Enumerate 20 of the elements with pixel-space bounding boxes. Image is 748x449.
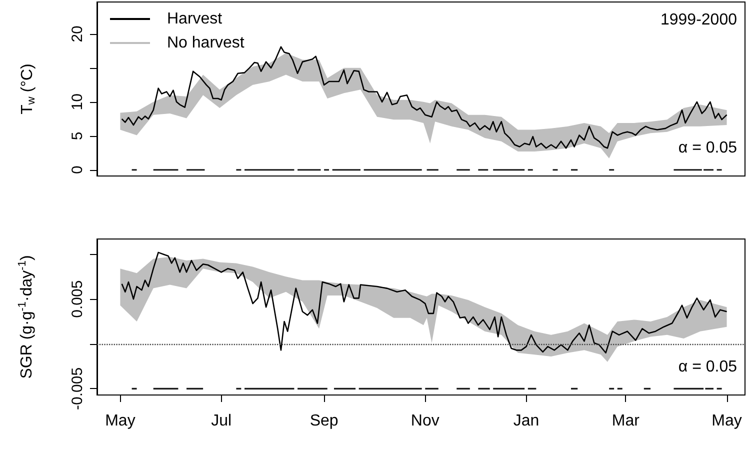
y-tick-label: 0 xyxy=(69,166,86,174)
legend-label: No harvest xyxy=(167,34,245,52)
x-tick-label: Jul xyxy=(211,412,232,430)
y-tick-label: 10 xyxy=(69,94,86,110)
x-tick-label: May xyxy=(105,412,136,430)
y-axis-title: Tw (°C) xyxy=(19,64,38,114)
x-tick-label: Mar xyxy=(612,412,640,430)
x-tick-label: Jan xyxy=(513,412,540,430)
annotation: α = 0.05 xyxy=(678,358,738,376)
y-tick-label: 0.005 xyxy=(69,280,86,318)
annotation: 1999-2000 xyxy=(660,12,738,28)
y-axis-title: SGR (g·g-1·day-1) xyxy=(16,255,36,379)
legend-label: Harvest xyxy=(167,10,223,28)
x-tick-label: May xyxy=(712,412,742,430)
y-tick-label: -0.005 xyxy=(69,367,86,410)
y-tick-label: 20 xyxy=(69,26,86,42)
y-tick-label: 5 xyxy=(69,132,86,140)
x-tick-label: Sep xyxy=(310,412,338,430)
x-tick-label: Nov xyxy=(410,412,440,430)
annotation: α = 0.05 xyxy=(678,140,738,156)
